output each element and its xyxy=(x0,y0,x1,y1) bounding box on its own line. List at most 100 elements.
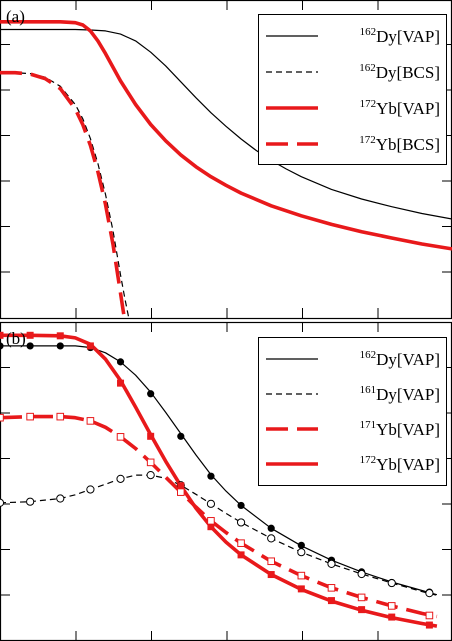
panel-b-label: (b) xyxy=(6,329,26,348)
legend-mass-number: 172 xyxy=(360,454,377,466)
panel-b-curves xyxy=(0,333,438,628)
open-square-marker xyxy=(387,602,396,610)
open-circle-marker xyxy=(236,518,246,527)
open-circle-marker xyxy=(425,589,434,598)
open-circle-marker xyxy=(327,559,336,569)
open-square-marker xyxy=(146,458,155,467)
series-line-0 xyxy=(0,345,438,596)
open-circle-marker xyxy=(116,474,125,483)
legend-mass-number: 162 xyxy=(359,62,376,74)
legend-element: Yb xyxy=(376,99,397,118)
legend-element: Yb xyxy=(376,135,397,154)
legend-element: Yb xyxy=(376,455,397,474)
legend-method: [BCS] xyxy=(397,135,440,154)
legend-entry-1: 162Dy[BCS] xyxy=(359,62,440,82)
filled-square-marker xyxy=(358,606,366,614)
filled-square-marker xyxy=(297,585,305,593)
open-circle-marker xyxy=(297,548,306,557)
panel-b-legend: 162Dy[VAP]161Dy[VAP]171Yb[VAP]172Yb[VAP] xyxy=(258,337,447,486)
legend-entry-3: 172Yb[VAP] xyxy=(360,454,440,474)
legend-mass-number: 161 xyxy=(360,384,377,396)
series-line-1 xyxy=(0,72,130,318)
open-square-marker xyxy=(0,413,4,422)
open-square-marker xyxy=(297,571,306,580)
legend-method: [VAP] xyxy=(397,420,440,439)
open-square-marker xyxy=(357,593,366,602)
open-square-marker xyxy=(116,433,125,441)
open-circle-marker xyxy=(357,569,366,579)
filled-square-marker xyxy=(117,379,125,387)
open-square-marker xyxy=(26,412,34,421)
open-circle-marker xyxy=(86,485,95,494)
filled-circle-marker xyxy=(0,342,4,350)
legend-entry-2: 172Yb[VAP] xyxy=(360,98,440,118)
open-circle-marker xyxy=(387,578,396,588)
filled-circle-marker xyxy=(116,358,125,366)
legend-element: Dy xyxy=(376,27,397,46)
legend-entry-1: 161Dy[VAP] xyxy=(360,384,440,404)
legend-method: [VAP] xyxy=(397,27,440,46)
legend-mass-number: 162 xyxy=(360,26,377,38)
legend-entry-2: 171Yb[VAP] xyxy=(360,419,440,439)
panel-a-legend-box xyxy=(258,14,447,165)
filled-square-marker xyxy=(56,332,64,340)
open-square-marker xyxy=(327,584,336,592)
panel-b-markers xyxy=(0,331,434,629)
filled-circle-marker xyxy=(237,501,245,510)
open-circle-marker xyxy=(146,471,155,480)
open-square-marker xyxy=(267,557,275,566)
filled-square-marker xyxy=(147,432,155,440)
legend-element: Yb xyxy=(376,420,397,439)
filled-square-marker xyxy=(425,621,433,629)
filled-square-marker xyxy=(327,597,335,605)
open-circle-marker xyxy=(26,497,35,506)
panel-a: (a) 162Dy[VAP]162Dy[BCS]172Yb[VAP]172Yb[… xyxy=(0,0,452,320)
legend-element: Dy xyxy=(376,63,397,82)
legend-mass-number: 172 xyxy=(359,134,376,146)
legend-method: [VAP] xyxy=(397,99,440,118)
legend-element: Dy xyxy=(376,385,397,404)
legend-entry-0: 162Dy[VAP] xyxy=(360,26,440,46)
open-square-marker xyxy=(177,488,185,496)
open-circle-marker xyxy=(267,534,276,543)
open-square-marker xyxy=(56,412,65,421)
panel-b-ticks xyxy=(0,322,452,641)
filled-square-marker xyxy=(237,551,245,559)
filled-square-marker xyxy=(267,571,275,579)
filled-circle-marker xyxy=(207,472,215,480)
open-square-marker xyxy=(237,539,245,547)
legend-method: [VAP] xyxy=(397,350,440,369)
panel-a-label: (a) xyxy=(6,7,25,26)
panel-b: (b) 162Dy[VAP]161Dy[VAP]171Yb[VAP]172Yb[… xyxy=(0,321,452,641)
open-circle-marker xyxy=(0,498,5,507)
filled-circle-marker xyxy=(147,390,155,398)
series-line-3 xyxy=(0,333,438,628)
legend-method: [BCS] xyxy=(397,63,440,82)
filled-circle-marker xyxy=(297,541,305,549)
filled-square-marker xyxy=(177,482,185,490)
filled-circle-marker xyxy=(56,342,64,350)
legend-entry-3: 172Yb[BCS] xyxy=(359,134,440,154)
legend-entry-0: 162Dy[VAP] xyxy=(360,349,440,369)
filled-square-marker xyxy=(0,331,4,339)
legend-element: Dy xyxy=(376,350,397,369)
filled-square-marker xyxy=(86,342,94,350)
panel-a-curves xyxy=(0,20,452,318)
series-line-2 xyxy=(0,20,452,251)
filled-square-marker xyxy=(388,613,396,621)
legend-mass-number: 162 xyxy=(360,349,377,361)
filled-circle-marker xyxy=(267,524,275,532)
open-square-marker xyxy=(425,611,434,620)
series-line-1 xyxy=(0,474,438,596)
filled-square-marker xyxy=(207,523,215,531)
legend-method: [VAP] xyxy=(397,455,440,474)
filled-square-marker xyxy=(26,331,34,339)
panel-b-legend-box xyxy=(258,337,447,486)
legend-method: [VAP] xyxy=(397,385,440,404)
panel-a-legend: 162Dy[VAP]162Dy[BCS]172Yb[VAP]172Yb[BCS] xyxy=(258,14,447,165)
series-line-3 xyxy=(0,70,127,318)
open-circle-marker xyxy=(56,494,65,503)
filled-circle-marker xyxy=(26,342,34,350)
open-circle-marker xyxy=(206,499,216,508)
